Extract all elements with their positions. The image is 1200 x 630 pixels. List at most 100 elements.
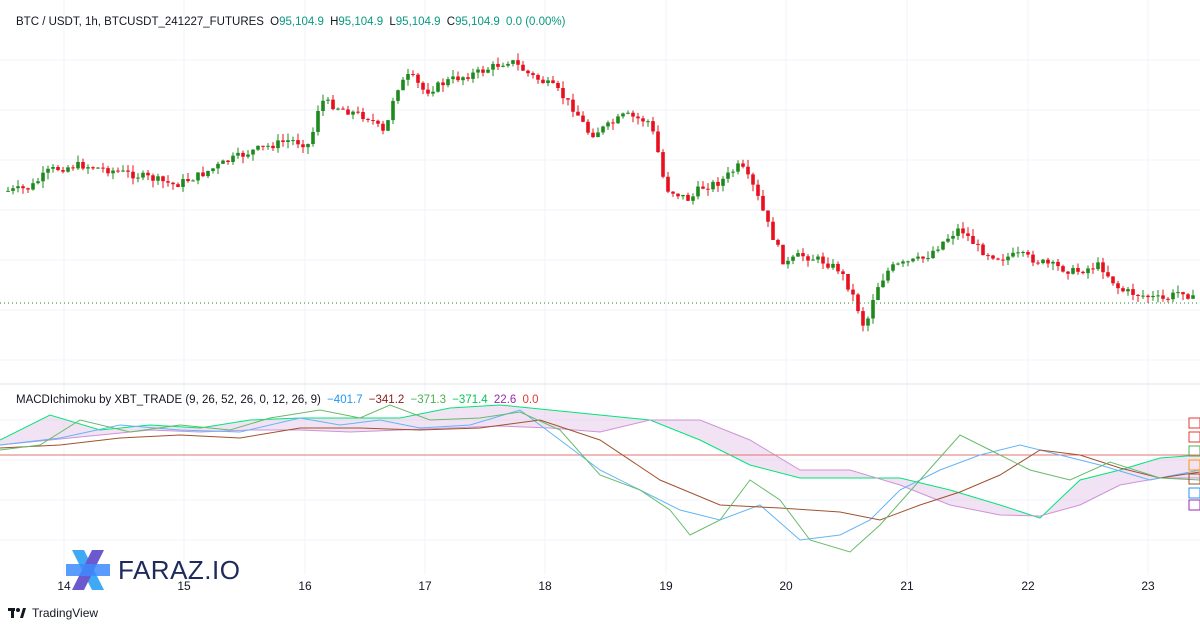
candle-body bbox=[1001, 259, 1005, 261]
symbol-title: BTC / USDT, 1h, BTCUSDT_241227_FUTURES bbox=[16, 16, 264, 28]
candle-body bbox=[486, 69, 490, 73]
candle-body bbox=[1091, 268, 1095, 270]
tradingview-branding[interactable]: TradingView bbox=[8, 606, 98, 620]
candle-body bbox=[621, 113, 625, 117]
candle-body bbox=[451, 76, 455, 80]
candle-body bbox=[311, 131, 315, 145]
candle-body bbox=[756, 184, 760, 196]
candle-body bbox=[771, 221, 775, 240]
candle-body bbox=[1191, 295, 1195, 299]
candle-body bbox=[1026, 252, 1030, 255]
candle-body bbox=[916, 256, 920, 259]
x-tick-label: 18 bbox=[538, 579, 552, 593]
candle-body bbox=[1111, 276, 1115, 284]
candle-body bbox=[336, 108, 340, 110]
candle-body bbox=[1076, 267, 1080, 272]
candle-body bbox=[806, 256, 810, 261]
candle-body bbox=[376, 120, 380, 124]
candle-body bbox=[511, 60, 515, 64]
x-tick-label: 23 bbox=[1141, 579, 1155, 593]
candle-body bbox=[26, 188, 30, 190]
candle-body bbox=[976, 243, 980, 245]
candle-body bbox=[1086, 268, 1090, 274]
candle-body bbox=[316, 111, 320, 132]
candle-body bbox=[1101, 262, 1105, 273]
candle-body bbox=[561, 88, 565, 99]
candle-body bbox=[636, 116, 640, 119]
candle-body bbox=[241, 152, 245, 157]
candle-body bbox=[1021, 252, 1025, 254]
candle-body bbox=[186, 179, 190, 182]
candle-body bbox=[431, 91, 435, 94]
indicator-name: MACDIchimoku by XBT_TRADE (9, 26, 52, 26… bbox=[16, 394, 321, 406]
candle-body bbox=[1096, 262, 1100, 270]
candle-body bbox=[1151, 295, 1155, 298]
indicator-legend[interactable]: MACDIchimoku by XBT_TRADE (9, 26, 52, 26… bbox=[16, 394, 542, 406]
candle-body bbox=[326, 99, 330, 101]
x-tick-label: 22 bbox=[1021, 579, 1035, 593]
candle-body bbox=[196, 172, 200, 181]
candle-body bbox=[11, 188, 15, 191]
candle-body bbox=[856, 294, 860, 312]
candle-body bbox=[741, 163, 745, 167]
candle-body bbox=[826, 263, 830, 268]
candle-body bbox=[776, 239, 780, 245]
candle-body bbox=[601, 126, 605, 133]
candle-body bbox=[901, 261, 905, 264]
candle-body bbox=[696, 186, 700, 197]
candle-body bbox=[216, 163, 220, 169]
candle-body bbox=[626, 112, 630, 114]
candle-body bbox=[1186, 294, 1190, 299]
candle-body bbox=[476, 69, 480, 73]
candle-body bbox=[691, 196, 695, 201]
candle-body bbox=[496, 63, 500, 67]
candle-body bbox=[211, 168, 215, 171]
candle-body bbox=[506, 63, 510, 66]
candle-body bbox=[221, 160, 225, 164]
candle-body bbox=[306, 144, 310, 148]
candle-body bbox=[686, 194, 690, 201]
candle-body bbox=[356, 111, 360, 113]
candle-body bbox=[631, 112, 635, 117]
indicator-value-1: −401.7 bbox=[327, 394, 363, 406]
candle-body bbox=[921, 256, 925, 259]
axis-marker bbox=[1188, 445, 1200, 457]
candle-body bbox=[161, 176, 165, 182]
open-label: O bbox=[270, 16, 280, 28]
candle-body bbox=[351, 111, 355, 115]
candle-body bbox=[831, 263, 835, 268]
candle-body bbox=[96, 167, 100, 169]
candle-body bbox=[76, 161, 80, 169]
symbol-legend[interactable]: BTC / USDT, 1h, BTCUSDT_241227_FUTURES O… bbox=[16, 16, 568, 28]
candle-body bbox=[141, 172, 145, 178]
candle-body bbox=[1081, 271, 1085, 274]
candle-body bbox=[461, 77, 465, 81]
candle-body bbox=[441, 82, 445, 86]
candle-body bbox=[1136, 294, 1140, 297]
candle-body bbox=[676, 193, 680, 197]
candle-body bbox=[996, 258, 1000, 260]
candle-body bbox=[1071, 267, 1075, 274]
candle-body bbox=[891, 264, 895, 271]
candle-body bbox=[366, 119, 370, 121]
axis-marker bbox=[1188, 417, 1200, 429]
macd-line bbox=[0, 409, 1200, 541]
candle-body bbox=[516, 60, 520, 65]
x-tick-label: 19 bbox=[659, 579, 673, 593]
candle-body bbox=[1171, 292, 1175, 300]
candle-body bbox=[801, 253, 805, 257]
indicator-value-3: −371.3 bbox=[410, 394, 447, 406]
candle-body bbox=[716, 181, 720, 186]
candle-body bbox=[386, 120, 390, 131]
close-value: 95,104.9 bbox=[455, 16, 500, 28]
candle-body bbox=[41, 172, 45, 182]
candle-body bbox=[251, 149, 255, 155]
candle-body bbox=[521, 64, 525, 71]
candle-body bbox=[21, 186, 25, 189]
x-tick-label: 16 bbox=[298, 579, 312, 593]
candle-body bbox=[256, 145, 260, 150]
x-tick-label: 15 bbox=[177, 579, 191, 593]
candle-body bbox=[966, 233, 970, 236]
axis-marker bbox=[1188, 473, 1200, 485]
